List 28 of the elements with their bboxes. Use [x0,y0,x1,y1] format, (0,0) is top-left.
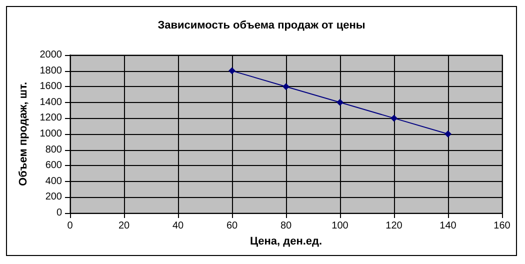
chart-title: Зависимость объема продаж от цены [158,20,366,32]
y-tick-label: 800 [45,144,62,156]
point [390,114,398,122]
x-tick-label: 0 [67,220,74,232]
x-tick-label: 80 [280,220,292,232]
x-tick-label: 160 [494,220,511,232]
y-tick-label: 200 [45,192,62,203]
point [336,98,344,106]
x-tick-label: 20 [118,220,130,232]
x-axis-title: Цена, ден.ед. [250,235,322,248]
y-tick-label: 600 [45,160,62,172]
point [282,83,290,90]
x-tick-label: 40 [172,220,184,232]
x-tick-label: 120 [386,220,403,232]
y-tick-label: 1800 [40,65,62,76]
y-tick-label: 1000 [40,128,62,140]
point [444,130,452,138]
y-tick-label: 2000 [40,50,62,60]
x-tick-label: 140 [440,220,457,232]
y-tick-label: 1600 [40,81,62,92]
y-tick-label: 1200 [40,112,62,124]
point [228,67,236,74]
x-tick-label: 60 [226,220,238,232]
y-tick-label: 400 [45,176,62,187]
y-tick-label: 1400 [40,96,62,108]
x-tick-label: 100 [332,220,349,232]
y-axis-title: Объем продаж, шт. [17,82,30,186]
y-tick-label: 0 [56,208,62,218]
